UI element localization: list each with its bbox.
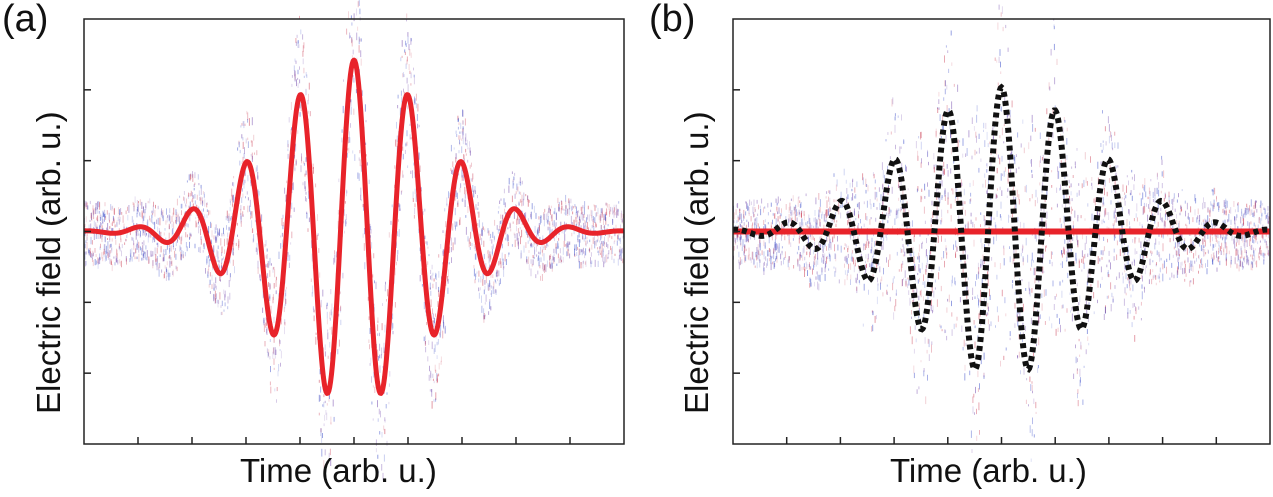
- panel-label-a: (a): [2, 0, 49, 40]
- chart-b: [732, 4, 1271, 472]
- y-axis-label-a: Electric field (arb. u.): [30, 111, 67, 414]
- x-axis-label-b: Time (arb. u.): [890, 452, 1087, 489]
- chart-a: [82, 0, 626, 481]
- waveform-line-a: [82, 57, 626, 396]
- panel-label-b: (b): [649, 0, 696, 40]
- noise-band-b: [732, 4, 1271, 472]
- panel-b: (b) Electric field (arb. u.) Time (arb. …: [640, 0, 1273, 497]
- waveform-line-b: [733, 83, 1270, 373]
- panel-a: (a) Electric field (arb. u.) Time (arb. …: [2, 0, 626, 489]
- plot-frame-a: [83, 18, 625, 445]
- y-axis-label-b: Electric field (arb. u.): [678, 111, 715, 414]
- x-axis-label-a: Time (arb. u.): [240, 452, 437, 489]
